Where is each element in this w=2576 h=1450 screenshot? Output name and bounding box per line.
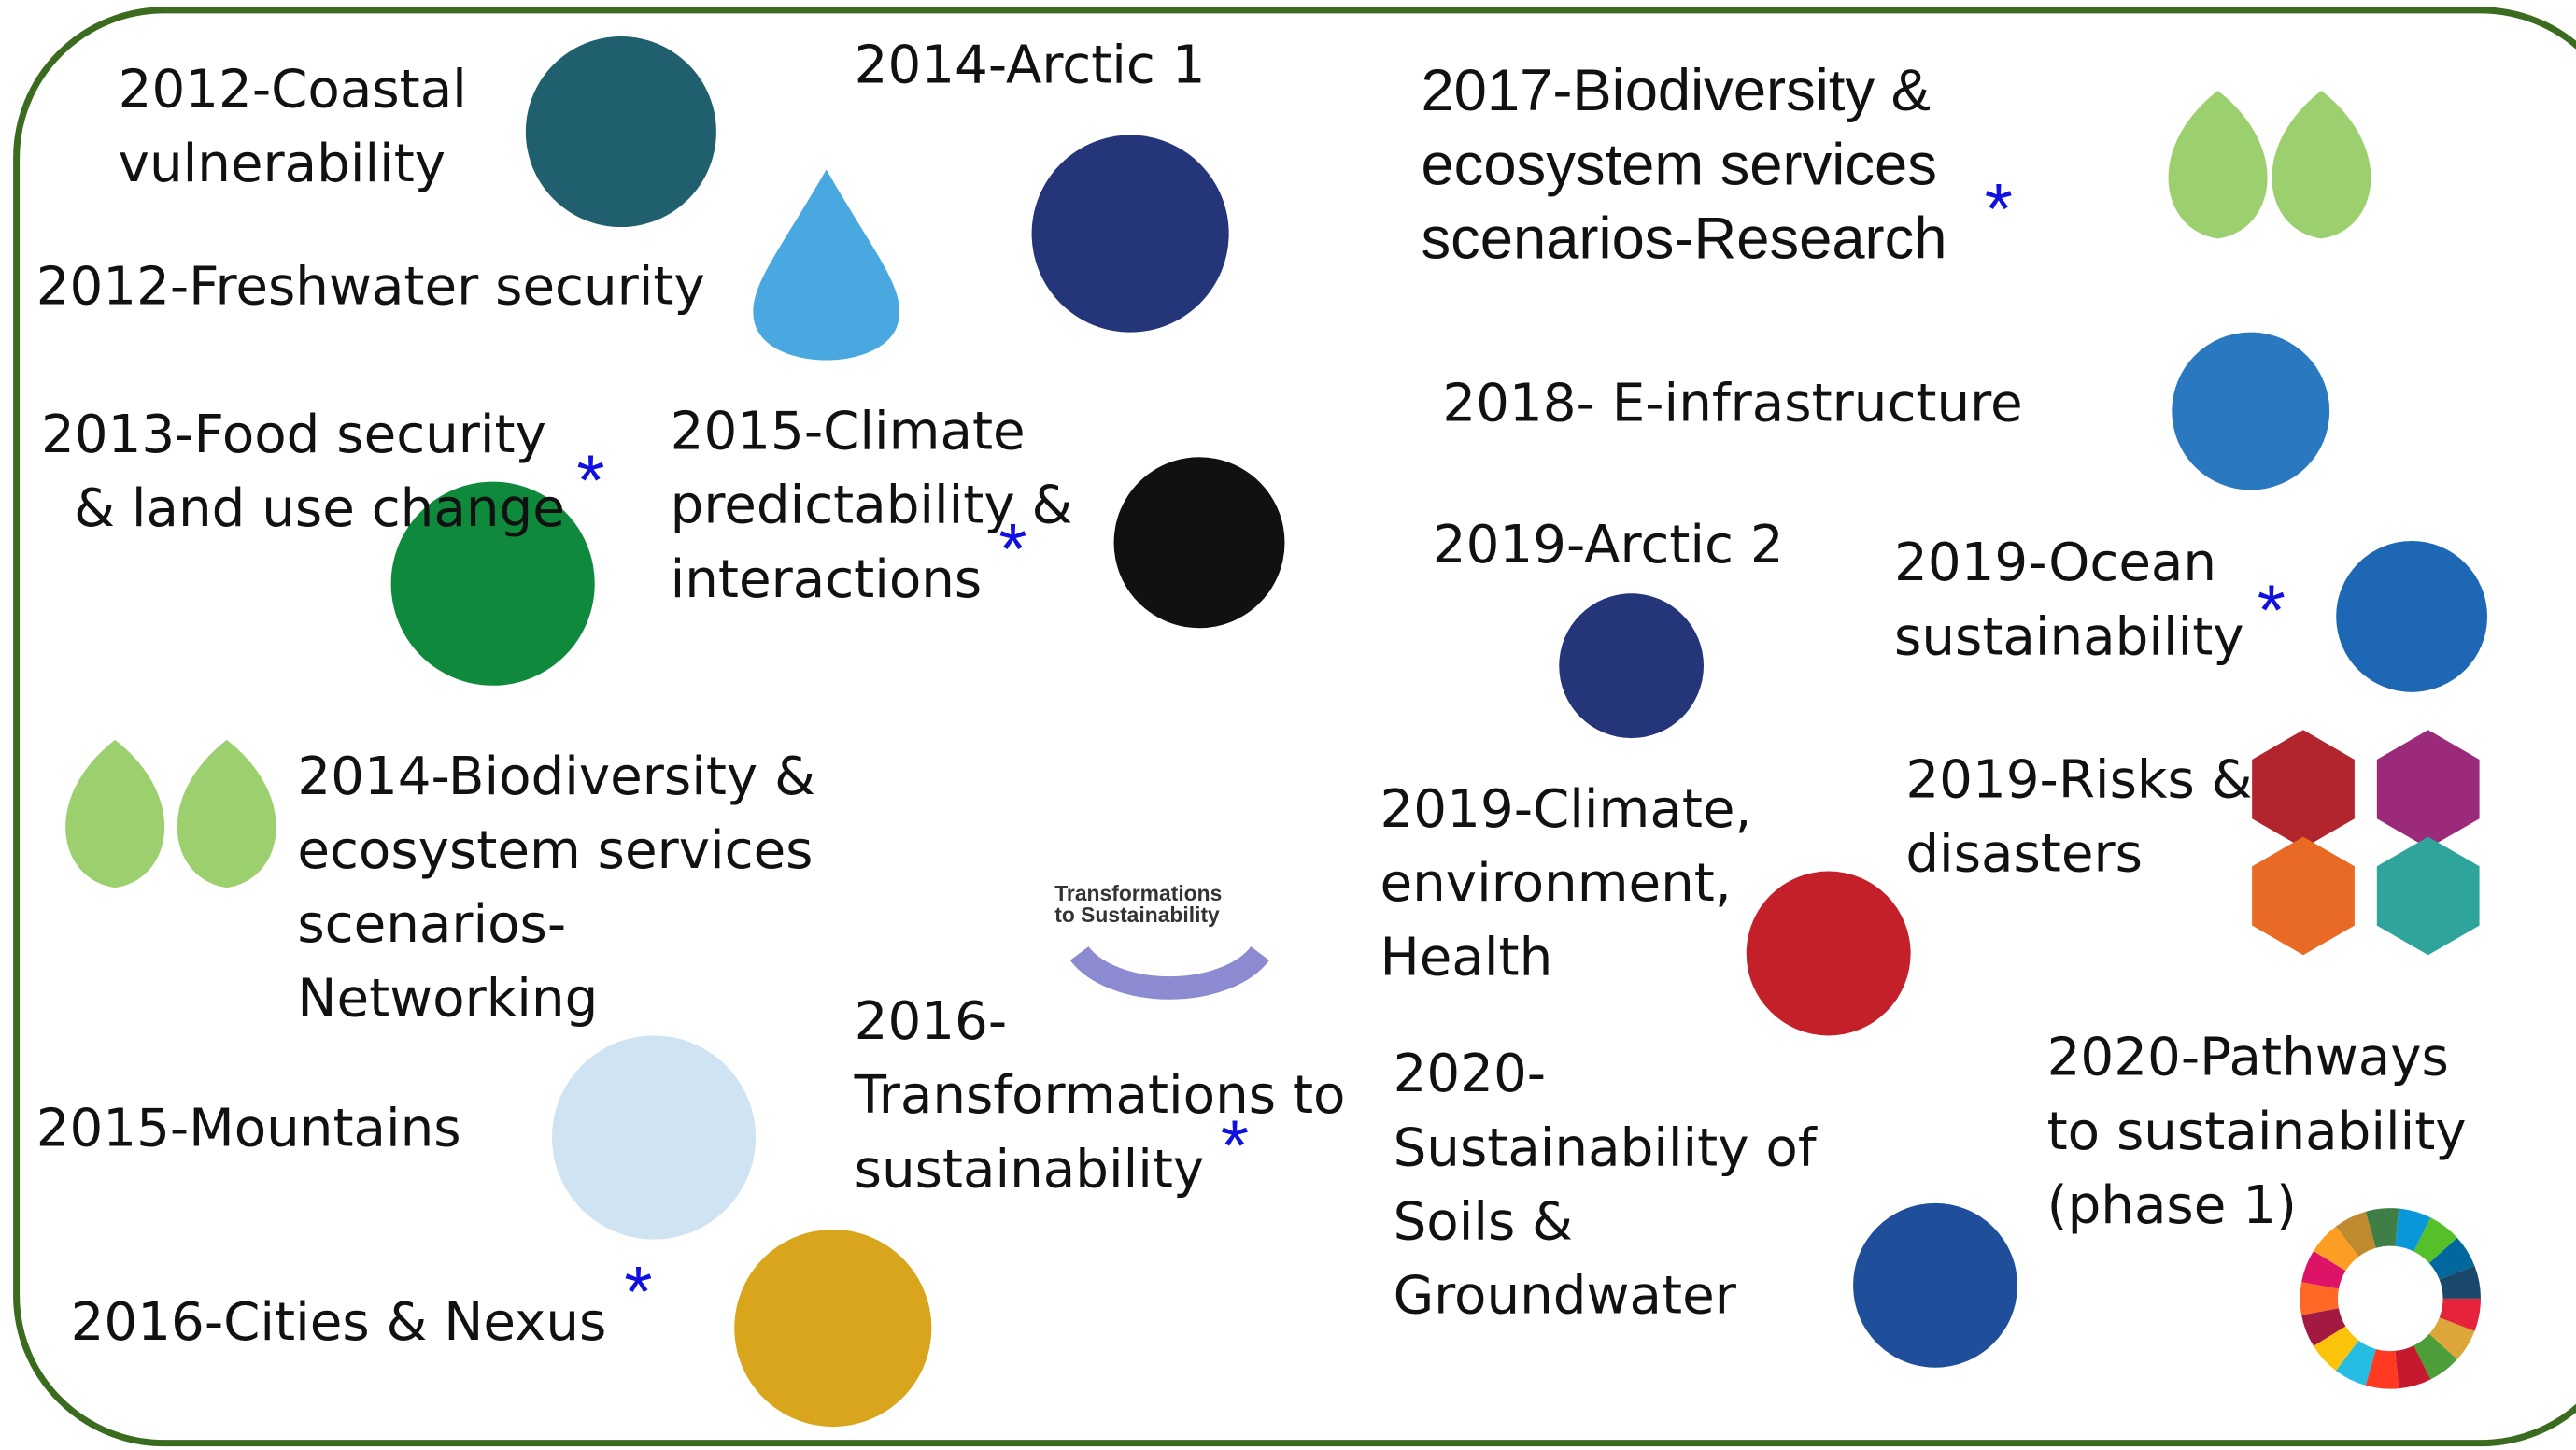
item-label: 2016-Cities & Nexus bbox=[71, 1292, 607, 1353]
transform-icon bbox=[1080, 953, 1260, 988]
logo-icon bbox=[2172, 333, 2329, 490]
item-label: (phase 1) bbox=[2047, 1175, 2297, 1236]
item-label: 2019-Arctic 2 bbox=[1433, 515, 1784, 576]
logo-text: to Sustainability bbox=[1054, 903, 1220, 927]
item-label: Groundwater bbox=[1394, 1266, 1737, 1327]
item-label: 2019-Risks & bbox=[1905, 749, 2252, 810]
item-label: sustainability bbox=[855, 1139, 1205, 1200]
item-label: Soils & bbox=[1394, 1192, 1573, 1253]
item-label: Sustainability of bbox=[1394, 1117, 1818, 1178]
logo-icon bbox=[552, 1035, 756, 1239]
asterisk: * bbox=[576, 440, 604, 520]
logo-icon bbox=[2336, 541, 2487, 692]
logo-icon bbox=[1032, 135, 1229, 333]
item-label: sustainability bbox=[1894, 606, 2244, 667]
asterisk: * bbox=[998, 509, 1026, 590]
item-label: to sustainability bbox=[2047, 1102, 2467, 1162]
logo-icon bbox=[734, 1230, 931, 1427]
item-label: 2020-Pathways bbox=[2047, 1028, 2449, 1088]
item-label: 2014-Biodiversity & bbox=[297, 746, 815, 807]
hex-icon bbox=[2377, 730, 2480, 848]
item-label: 2014-Arctic 1 bbox=[855, 35, 1206, 95]
item-label: 2017-Biodiversity & bbox=[1421, 58, 1930, 123]
item-label: Networking bbox=[297, 968, 598, 1029]
logo-icon bbox=[1114, 457, 1285, 628]
item-label: disasters bbox=[1905, 824, 2143, 885]
logo-icon bbox=[1559, 593, 1704, 738]
item-label: 2019-Climate, bbox=[1380, 779, 1752, 840]
item-label: 2018- E-infrastructure bbox=[1442, 374, 2022, 434]
item-label: Transformations to bbox=[854, 1065, 1346, 1126]
item-label: environment, bbox=[1380, 853, 1732, 914]
item-label: ecosystem services bbox=[297, 820, 813, 881]
drop-icon bbox=[753, 169, 899, 360]
item-label: 2015-Mountains bbox=[36, 1098, 461, 1159]
asterisk: * bbox=[1985, 169, 2013, 249]
hex-icon bbox=[2252, 837, 2355, 956]
item-label: scenarios-Research bbox=[1421, 206, 1946, 271]
item-label: 2015-Climate bbox=[671, 402, 1026, 462]
page: {"items": [ {"lines": ["2012-Coastal", "… bbox=[0, 0, 2576, 1450]
hex-icon bbox=[2252, 730, 2355, 848]
item-label: 2013-Food security bbox=[41, 405, 546, 465]
logo-icon bbox=[526, 36, 716, 227]
item-label: vulnerability bbox=[119, 134, 446, 194]
leaf-icon bbox=[2272, 91, 2371, 238]
item-label: 2020- bbox=[1394, 1044, 1547, 1104]
logo-icon bbox=[1747, 872, 1911, 1036]
item-label: Health bbox=[1380, 927, 1553, 988]
item-label: 2012-Freshwater security bbox=[36, 257, 705, 318]
asterisk: * bbox=[1221, 1106, 1249, 1187]
item-label: 2019-Ocean bbox=[1894, 533, 2216, 593]
item-label: 2016- bbox=[855, 991, 1008, 1052]
item-label: interactions bbox=[671, 549, 983, 610]
hex-icon bbox=[2377, 837, 2480, 956]
leaf-icon bbox=[2169, 91, 2268, 238]
logo-icon bbox=[1853, 1203, 2017, 1368]
item-label: 2012-Coastal bbox=[119, 60, 467, 121]
item-label: & land use change bbox=[74, 478, 565, 539]
leaf-icon bbox=[177, 740, 276, 888]
asterisk: * bbox=[624, 1252, 652, 1332]
item-label: scenarios- bbox=[297, 894, 566, 955]
asterisk: * bbox=[2258, 570, 2286, 650]
slide: 2012-Coastal vulnerability 2014-Arctic 1 20… bbox=[0, 0, 2576, 1450]
item-label: ecosystem services bbox=[1421, 132, 1936, 197]
leaf-icon bbox=[65, 740, 164, 888]
